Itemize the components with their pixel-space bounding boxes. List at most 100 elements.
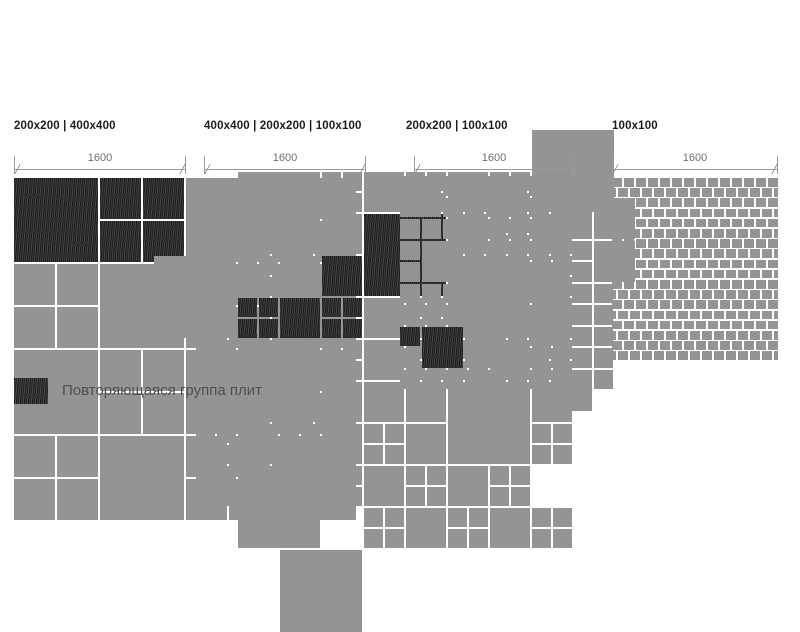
tile — [385, 508, 405, 528]
tile — [726, 249, 737, 258]
tile — [774, 208, 778, 218]
tile — [400, 348, 420, 368]
repeating-group-tile — [143, 221, 184, 262]
tile — [490, 466, 510, 486]
dimension-line: 1600 — [204, 152, 366, 174]
tile — [57, 264, 98, 305]
tile — [726, 290, 737, 299]
tile — [690, 290, 701, 299]
tile — [364, 508, 384, 528]
tile — [738, 249, 749, 258]
tile — [624, 178, 635, 187]
tile — [343, 361, 363, 381]
tile — [400, 262, 420, 282]
tile — [648, 259, 659, 269]
tile — [678, 208, 689, 218]
tile — [529, 219, 549, 239]
tile — [238, 424, 279, 465]
tile — [486, 176, 527, 217]
tile — [400, 369, 420, 389]
tile — [732, 280, 743, 289]
tile — [532, 424, 552, 444]
tile — [690, 249, 701, 258]
tile — [636, 259, 647, 269]
tile — [343, 193, 363, 213]
tile — [666, 331, 677, 340]
tile — [744, 218, 755, 228]
tile — [648, 218, 659, 228]
tile — [750, 249, 761, 258]
tile — [768, 259, 778, 269]
tile — [642, 229, 653, 238]
tile — [14, 436, 55, 477]
tile — [464, 240, 484, 260]
tile — [672, 341, 683, 350]
repeating-group-tile — [322, 256, 363, 297]
repeating-group-tile — [322, 298, 342, 318]
repeating-group-tile — [322, 319, 342, 339]
repeating-group-tile — [100, 178, 141, 219]
tile — [678, 269, 689, 279]
tile — [322, 172, 342, 192]
panel-title: 400x400 | 200x200 | 100x100 — [204, 120, 362, 132]
tile — [427, 466, 447, 486]
tile — [702, 229, 713, 238]
tile — [660, 218, 671, 228]
tile — [364, 298, 405, 339]
tile — [666, 188, 677, 197]
tile — [702, 290, 713, 299]
tile — [343, 340, 363, 360]
tile — [100, 350, 141, 391]
tile — [553, 529, 573, 549]
tile — [14, 264, 55, 305]
tile — [636, 239, 647, 248]
tile — [750, 208, 761, 218]
tile — [678, 331, 689, 340]
tile — [624, 239, 635, 248]
tile — [486, 240, 506, 260]
tile — [421, 283, 441, 303]
tile — [612, 218, 623, 228]
tile — [642, 310, 653, 320]
tile — [756, 259, 767, 269]
tile — [774, 351, 778, 360]
tile — [550, 176, 570, 196]
tile — [532, 445, 552, 465]
tile — [618, 249, 629, 258]
tile — [343, 172, 363, 192]
tile — [678, 310, 689, 320]
tile — [421, 240, 463, 282]
tile — [660, 198, 671, 207]
tile — [696, 341, 707, 350]
tile — [630, 229, 641, 238]
tile — [636, 300, 647, 309]
repeating-group-tile — [100, 221, 141, 262]
tile — [756, 239, 767, 248]
dimension-rule — [204, 169, 366, 170]
dimension-extension-right — [573, 156, 574, 174]
tile — [654, 290, 665, 299]
tile — [630, 269, 641, 279]
repeating-group-tile — [280, 298, 321, 339]
tile — [702, 269, 713, 279]
tile — [550, 348, 570, 368]
tile — [714, 249, 725, 258]
tile — [660, 280, 671, 289]
tile — [762, 208, 773, 218]
tile — [768, 300, 778, 309]
tile — [696, 198, 707, 207]
tile — [732, 341, 743, 350]
tile — [690, 310, 701, 320]
tile — [572, 326, 592, 346]
tile — [756, 198, 767, 207]
tile — [618, 208, 629, 218]
tile — [666, 351, 677, 360]
tile — [612, 188, 617, 197]
tile — [364, 340, 405, 381]
tile — [618, 188, 629, 197]
tile — [593, 283, 613, 303]
tile — [750, 310, 761, 320]
tile — [684, 280, 695, 289]
tile — [572, 240, 592, 260]
repeating-group-tile — [343, 298, 363, 318]
